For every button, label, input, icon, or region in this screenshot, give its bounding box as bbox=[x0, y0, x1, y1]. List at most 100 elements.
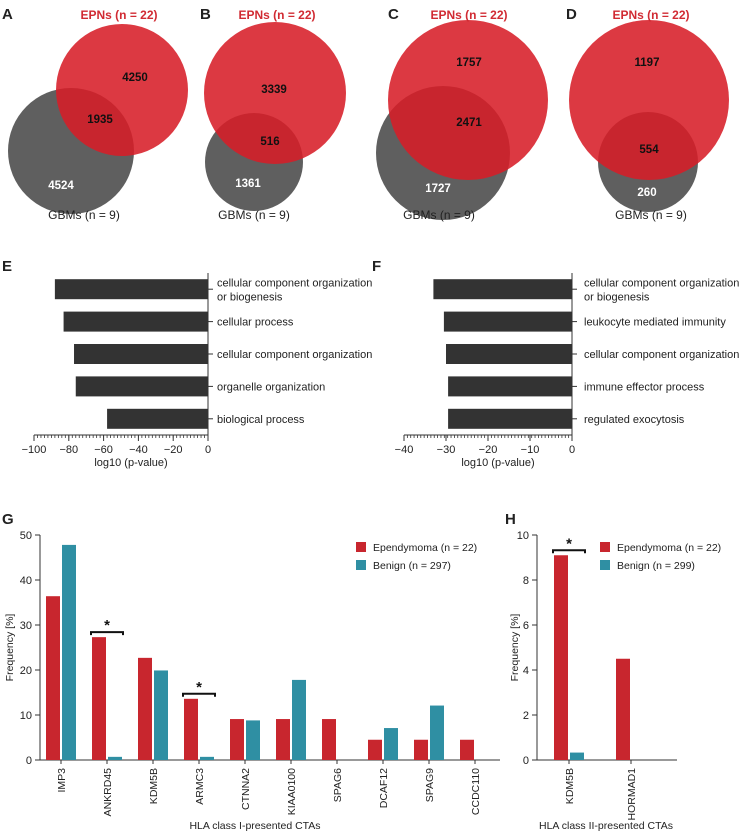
panel-h-y-tick-label: 8 bbox=[523, 575, 529, 587]
panel-e-tick-label: −100 bbox=[22, 444, 47, 456]
panel-g-category-label: IMP3 bbox=[56, 768, 68, 793]
panel-g-category-label: CTNNA2 bbox=[240, 768, 252, 810]
panel-e-bar bbox=[74, 344, 209, 364]
panel-g-y-tick-label: 30 bbox=[20, 620, 32, 632]
venn-d-gbm-label: GBMs (n = 9) bbox=[615, 208, 687, 222]
panel-f-bar bbox=[443, 311, 572, 332]
panel-f-tick-label: 0 bbox=[569, 444, 575, 456]
panel-g-legend-swatch-ependymoma bbox=[356, 542, 366, 552]
panel-h-y-tick-label: 0 bbox=[523, 755, 529, 767]
panel-g-bar-benign bbox=[62, 544, 76, 760]
panel-h-bar-ependymoma bbox=[554, 555, 568, 760]
panel-e-category-label: biological process bbox=[217, 414, 305, 426]
panel-h-legend-swatch-benign bbox=[600, 560, 610, 570]
panel-g-significance-star: * bbox=[196, 679, 202, 696]
panel-e-category-label: organelle organization bbox=[217, 381, 325, 393]
panel-h-bar-ependymoma bbox=[616, 658, 630, 760]
panel-g-bar-ependymoma bbox=[368, 739, 382, 760]
panel-e-category-label: cellular process bbox=[217, 317, 294, 329]
panel-h-legend-label-benign: Benign (n = 299) bbox=[617, 560, 695, 572]
panel-f-category-label: cellular component organization bbox=[584, 349, 739, 361]
panel-g-significance-bracket bbox=[90, 631, 124, 636]
panel-g-category-label: DCAF12 bbox=[378, 768, 390, 808]
panel-f-tick-label: −40 bbox=[395, 444, 414, 456]
panel-h-y-tick-label: 4 bbox=[523, 665, 529, 677]
panel-g-significance-star: * bbox=[104, 617, 110, 634]
panel-g-category-label: KDM5B bbox=[148, 768, 160, 804]
panel-g-significance-bracket bbox=[182, 692, 216, 697]
venn-b-epn-circle bbox=[204, 22, 346, 164]
panel-g-category-label: ARMC3 bbox=[194, 768, 206, 805]
venn-c-epn-only-count: 1757 bbox=[456, 57, 482, 69]
panel-letter-e: E bbox=[2, 258, 13, 275]
panel-e-category-label: cellular component organization bbox=[217, 278, 372, 290]
panel-g-y-tick-label: 20 bbox=[20, 665, 32, 677]
venn-a-epn-circle bbox=[56, 24, 188, 156]
panel-g-category-label: CCDC110 bbox=[470, 768, 482, 815]
panel-g-bar-ependymoma bbox=[184, 698, 198, 760]
panel-g-bar-benign bbox=[200, 756, 214, 760]
venn-a-gbm-label: GBMs (n = 9) bbox=[48, 208, 120, 222]
panel-h-category-label: KDM5B bbox=[564, 768, 576, 804]
panel-g-bar-ependymoma bbox=[138, 657, 152, 760]
panel-g-y-tick-label: 0 bbox=[26, 755, 32, 767]
venn-c-gbm-only-count: 1727 bbox=[425, 183, 451, 195]
panel-g-bar-ependymoma bbox=[322, 719, 336, 760]
panel-letter-c: C bbox=[388, 6, 399, 23]
panel-g-category-label: SPAG6 bbox=[332, 768, 344, 802]
panel-letter-h: H bbox=[505, 511, 516, 528]
panel-e-tick-label: −60 bbox=[94, 444, 113, 456]
panel-g-bar-ependymoma bbox=[92, 637, 106, 760]
panel-letter-f: F bbox=[372, 258, 382, 275]
panel-g-bar-ependymoma bbox=[276, 719, 290, 760]
panel-h-legend-label-ependymoma: Ependymoma (n = 22) bbox=[617, 542, 721, 554]
panel-e-bar bbox=[107, 408, 208, 429]
panel-g-bar-benign bbox=[430, 705, 444, 760]
panel-f-category-label: or biogenesis bbox=[584, 292, 650, 304]
panel-e-bar bbox=[63, 311, 208, 332]
panel-g-bar-ependymoma bbox=[230, 719, 244, 760]
panel-h-y-tick-label: 2 bbox=[523, 710, 529, 722]
panel-h-y-tick-label: 10 bbox=[517, 530, 529, 542]
panel-f-tick-label: −30 bbox=[437, 444, 456, 456]
panel-f-bar bbox=[433, 279, 572, 300]
panel-g-y-tick-label: 40 bbox=[20, 575, 32, 587]
panel-g-category-label: ANKRD45 bbox=[102, 768, 114, 817]
venn-c-gbm-label: GBMs (n = 9) bbox=[403, 208, 475, 222]
panel-g-y-tick-label: 10 bbox=[20, 710, 32, 722]
panel-g-bar-benign bbox=[292, 679, 306, 760]
panel-g-category-label: SPAG9 bbox=[424, 768, 436, 802]
venn-a-epn-label: EPNs (n = 22) bbox=[80, 8, 157, 22]
panel-e-category-label: or biogenesis bbox=[217, 292, 283, 304]
panel-f-tick-label: −10 bbox=[521, 444, 540, 456]
panel-g-y-tick-label: 50 bbox=[20, 530, 32, 542]
panel-f-bar bbox=[448, 408, 572, 429]
panel-g-bar-benign bbox=[384, 728, 398, 760]
venn-b-overlap-count: 516 bbox=[260, 136, 279, 148]
panel-f-x-axis-title: log10 (p-value) bbox=[461, 457, 534, 469]
venn-d-gbm-only-count: 260 bbox=[637, 187, 656, 199]
panel-g-x-axis-title: HLA class I-presented CTAs bbox=[189, 820, 320, 832]
panel-e-category-label: cellular component organization bbox=[217, 349, 372, 361]
panel-letter-a: A bbox=[2, 6, 13, 23]
panel-letter-d: D bbox=[566, 6, 577, 23]
panel-h-bar-benign bbox=[570, 752, 584, 760]
panel-h-category-label: HORMAD1 bbox=[626, 768, 638, 821]
venn-a-epn-only-count: 4250 bbox=[122, 72, 148, 84]
venn-c-overlap-count: 2471 bbox=[456, 117, 482, 129]
venn-d-overlap-count: 554 bbox=[639, 144, 659, 156]
panel-h-legend-swatch-ependymoma bbox=[600, 542, 610, 552]
venn-b-epn-only-count: 3339 bbox=[261, 84, 287, 96]
panel-e-tick-label: −40 bbox=[129, 444, 148, 456]
panel-h-y-axis-title: Frequency [%] bbox=[509, 614, 521, 682]
panel-e-bar bbox=[75, 376, 208, 397]
panel-f-tick-label: −20 bbox=[479, 444, 498, 456]
venn-c-epn-circle bbox=[388, 20, 548, 180]
venn-a-gbm-only-count: 4524 bbox=[48, 180, 74, 192]
panel-f-category-label: immune effector process bbox=[584, 381, 705, 393]
panel-g-bar-ependymoma bbox=[46, 596, 60, 760]
panel-e-tick-label: −80 bbox=[59, 444, 78, 456]
panel-f-category-label: regulated exocytosis bbox=[584, 414, 685, 426]
panel-letter-b: B bbox=[200, 6, 211, 23]
